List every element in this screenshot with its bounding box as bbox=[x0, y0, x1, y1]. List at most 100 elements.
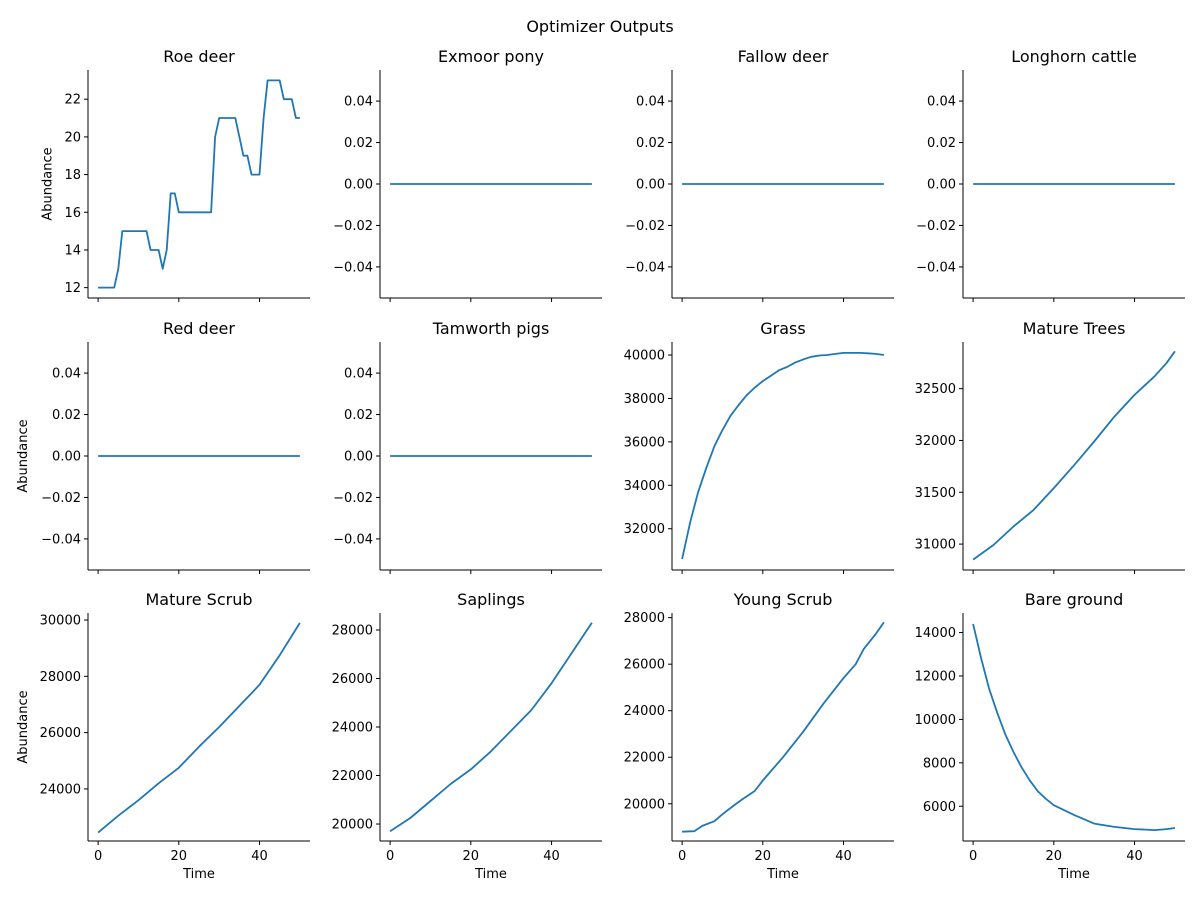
y-tick-label: 31000 bbox=[915, 538, 956, 553]
subplot-title: Fallow deer bbox=[738, 47, 829, 66]
y-tick-label: −0.02 bbox=[41, 491, 81, 506]
y-tick-label: 20000 bbox=[332, 818, 373, 833]
subplot-title: Grass bbox=[760, 319, 805, 338]
x-tick-label: 20 bbox=[755, 849, 772, 864]
series-line bbox=[972, 350, 1176, 561]
series-line bbox=[389, 622, 593, 833]
y-tick-label: 38000 bbox=[624, 392, 665, 407]
x-tick-label: 0 bbox=[678, 849, 686, 864]
y-tick-label: 40000 bbox=[624, 349, 665, 364]
x-axis-label: Time bbox=[474, 867, 507, 882]
y-tick-label: 26000 bbox=[624, 658, 665, 673]
y-tick-label: 10000 bbox=[915, 713, 956, 728]
y-tick-label: 12 bbox=[64, 281, 81, 296]
y-tick-label: 0.02 bbox=[927, 136, 956, 151]
subplot-5: Red deer −0.04 −0.02 0.00 0.02 0.04 Abundance bbox=[16, 319, 310, 574]
series-line bbox=[681, 351, 885, 560]
y-tick-label: 28000 bbox=[624, 611, 665, 626]
x-tick-label: 40 bbox=[835, 849, 852, 864]
series-line bbox=[682, 621, 885, 833]
subplot-title: Mature Trees bbox=[1023, 319, 1126, 338]
y-tick-label: 16 bbox=[64, 206, 81, 221]
figure-title: Optimizer Outputs bbox=[526, 17, 673, 36]
y-tick-label: 24000 bbox=[624, 704, 665, 719]
y-tick-label: 0.04 bbox=[52, 367, 81, 382]
y-tick-label: 32000 bbox=[624, 522, 665, 537]
y-tick-label: 32500 bbox=[915, 382, 956, 397]
y-tick-label: 28000 bbox=[40, 670, 81, 685]
x-tick-label: 0 bbox=[94, 849, 102, 864]
y-tick-label: 0.02 bbox=[52, 408, 81, 423]
y-tick-label: 0.00 bbox=[52, 450, 81, 465]
y-tick-label: 24000 bbox=[40, 782, 81, 797]
y-tick-label: 22 bbox=[64, 93, 81, 108]
y-tick-label: 31500 bbox=[915, 486, 956, 501]
x-tick-label: 40 bbox=[1126, 849, 1143, 864]
y-tick-label: −0.04 bbox=[625, 260, 665, 275]
y-tick-label: −0.04 bbox=[333, 532, 373, 547]
x-axis-label: Time bbox=[766, 867, 799, 882]
y-tick-label: 36000 bbox=[624, 435, 665, 450]
subplot-title: Roe deer bbox=[163, 47, 235, 66]
y-tick-label: 0.00 bbox=[344, 178, 373, 193]
y-axis-label: Abundance bbox=[16, 690, 31, 763]
y-tick-label: 22000 bbox=[624, 751, 665, 766]
y-tick-label: −0.04 bbox=[41, 532, 81, 547]
y-tick-label: 0.00 bbox=[927, 178, 956, 193]
series-line bbox=[97, 622, 301, 834]
x-tick-label: 20 bbox=[171, 849, 188, 864]
y-tick-label: 0.00 bbox=[636, 178, 665, 193]
y-tick-label: 0.00 bbox=[344, 450, 373, 465]
subplot-title: Red deer bbox=[163, 319, 235, 338]
y-tick-label: 0.02 bbox=[636, 136, 665, 151]
x-tick-label: 0 bbox=[386, 849, 394, 864]
y-tick-label: −0.02 bbox=[625, 219, 665, 234]
subplot-title: Mature Scrub bbox=[145, 590, 252, 609]
subplot-4: Longhorn cattle −0.04 −0.02 0.00 0.02 0.04 bbox=[916, 47, 1185, 302]
y-tick-label: 0.04 bbox=[344, 367, 373, 382]
subplot-title: Young Scrub bbox=[733, 590, 833, 609]
y-tick-label: 0.04 bbox=[344, 95, 373, 110]
panels-container: Roe deer 12 14 16 18 20 22 Abundance Exmoor pony… bbox=[16, 47, 1185, 882]
y-tick-label: −0.02 bbox=[333, 219, 373, 234]
subplot-2: Exmoor pony −0.04 −0.02 0.00 0.02 0.04 bbox=[333, 47, 602, 302]
y-tick-label: 28000 bbox=[332, 623, 373, 638]
subplot-1: Roe deer 12 14 16 18 20 22 Abundance bbox=[41, 47, 310, 302]
y-tick-label: 26000 bbox=[40, 726, 81, 741]
y-tick-label: 20000 bbox=[624, 797, 665, 812]
y-tick-label: 12000 bbox=[915, 669, 956, 684]
y-tick-label: 34000 bbox=[624, 479, 665, 494]
x-axis-label: Time bbox=[182, 867, 215, 882]
y-tick-label: 6000 bbox=[923, 800, 956, 815]
subplot-7: Grass 32000 34000 36000 38000 40000 bbox=[624, 319, 894, 574]
y-tick-label: 0.04 bbox=[927, 95, 956, 110]
y-tick-label: 20 bbox=[64, 130, 81, 145]
y-tick-label: −0.02 bbox=[916, 219, 956, 234]
series-line bbox=[972, 623, 1176, 831]
y-axis-label: Abundance bbox=[16, 419, 31, 492]
y-tick-label: −0.02 bbox=[333, 491, 373, 506]
subplot-8: Mature Trees 31000 31500 32000 32500 bbox=[915, 319, 1185, 574]
subplot-title: Longhorn cattle bbox=[1011, 47, 1137, 66]
y-axis-label: Abundance bbox=[41, 147, 56, 220]
y-tick-label: 32000 bbox=[915, 434, 956, 449]
y-tick-label: 18 bbox=[64, 168, 81, 183]
subplot-11: Young Scrub 20000 22000 24000 26000 28000 0 20 4… bbox=[624, 590, 894, 882]
x-tick-label: 40 bbox=[543, 849, 560, 864]
y-tick-label: 0.02 bbox=[344, 408, 373, 423]
y-tick-label: 24000 bbox=[332, 721, 373, 736]
subplot-title: Exmoor pony bbox=[438, 47, 544, 66]
x-tick-label: 40 bbox=[251, 849, 268, 864]
x-tick-label: 0 bbox=[969, 849, 977, 864]
subplot-title: Saplings bbox=[457, 590, 525, 609]
y-tick-label: −0.04 bbox=[916, 260, 956, 275]
subplot-3: Fallow deer −0.04 −0.02 0.00 0.02 0.04 bbox=[625, 47, 894, 302]
y-tick-label: 14 bbox=[64, 243, 81, 258]
y-tick-label: 14000 bbox=[915, 626, 956, 641]
subplot-6: Tamworth pigs −0.04 −0.02 0.00 0.02 0.04 bbox=[333, 319, 602, 574]
subplot-title: Bare ground bbox=[1025, 590, 1124, 609]
y-tick-label: 0.04 bbox=[636, 95, 665, 110]
y-tick-label: 0.02 bbox=[344, 136, 373, 151]
